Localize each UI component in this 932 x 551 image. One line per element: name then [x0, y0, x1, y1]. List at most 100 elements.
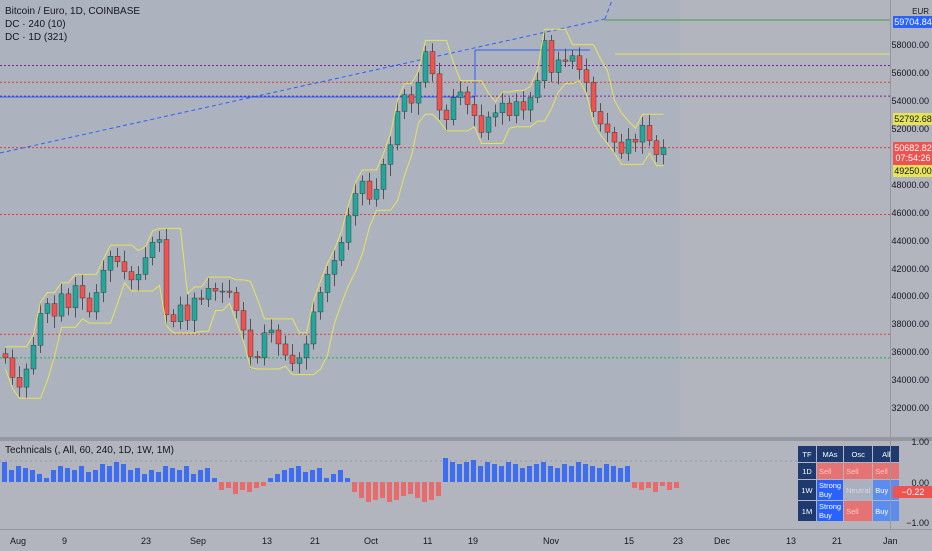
candle-body	[296, 357, 303, 364]
candle-body	[527, 97, 534, 111]
table-cell: Sell	[844, 463, 873, 479]
osc-bar	[660, 482, 665, 486]
candle-body	[478, 115, 485, 133]
dc-upper-tag: 52792.68	[893, 113, 932, 125]
table-tf: 1W	[798, 480, 816, 500]
time-tick: Dec	[714, 536, 731, 546]
osc-bar	[219, 482, 224, 490]
chart-canvas[interactable]	[0, 0, 890, 437]
candle-body	[128, 271, 135, 281]
osc-bar	[359, 482, 364, 498]
indicator-dc-1d[interactable]: DC · 1D (321)	[5, 32, 68, 43]
osc-bar	[590, 466, 595, 482]
price-tick: 38000.00	[891, 319, 929, 329]
osc-bar	[534, 464, 539, 482]
time-tick: 15	[624, 536, 635, 546]
technicals-canvas[interactable]	[0, 441, 890, 529]
osc-bar	[520, 468, 525, 482]
osc-bar	[51, 470, 56, 482]
osc-bar	[639, 482, 644, 490]
currency-label: EUR	[912, 7, 929, 16]
candle-body	[261, 332, 268, 359]
osc-bar	[443, 458, 448, 482]
osc-bar	[450, 462, 455, 482]
osc-bar	[114, 462, 119, 482]
indicator-dc-240[interactable]: DC · 240 (10)	[5, 19, 66, 30]
osc-bar	[611, 466, 616, 482]
candle-body	[338, 242, 345, 261]
pane-separator[interactable]	[0, 437, 932, 441]
candle-body	[415, 81, 422, 104]
osc-bar	[625, 466, 630, 482]
osc-bar	[555, 468, 560, 482]
price-tick: 56000.00	[891, 68, 929, 78]
price-chart[interactable]	[0, 0, 890, 437]
osc-bar	[674, 482, 679, 488]
candle-body	[226, 290, 233, 293]
candle-body	[282, 343, 289, 356]
osc-bar	[65, 468, 70, 482]
osc-bar	[429, 482, 434, 500]
table-tf: 1D	[798, 463, 816, 479]
chart-legend: Bitcoin / Euro, 1D, COINBASE DC · 240 (1…	[5, 5, 140, 44]
osc-bar	[583, 464, 588, 482]
candle-body	[303, 343, 310, 359]
candle-body	[471, 104, 478, 116]
time-tick: 23	[673, 536, 684, 546]
dc-lower-tag: 49250.00	[893, 165, 932, 177]
osc-bar	[170, 468, 175, 482]
candle-body	[401, 94, 408, 112]
candle-body	[205, 288, 212, 300]
candle-body	[100, 269, 107, 293]
candle-body	[625, 139, 632, 154]
osc-bar	[289, 468, 294, 482]
osc-bar	[471, 460, 476, 482]
table-cell: Buy	[873, 501, 900, 521]
candle-body	[156, 239, 163, 243]
candle-body	[9, 357, 16, 378]
osc-bar	[457, 464, 462, 482]
candle-body	[534, 80, 541, 98]
candle-body	[548, 40, 555, 73]
osc-bar	[387, 482, 392, 502]
candle-body	[191, 297, 198, 321]
osc-bar	[149, 470, 154, 482]
osc-bar	[254, 482, 259, 488]
candle-body	[366, 180, 373, 200]
time-axis[interactable]: Aug 9 23 Sep 13 21 Oct 11 19 Nov 15 23 D…	[0, 529, 932, 551]
technicals-title[interactable]: Technicals (, All, 60, 240, 1D, 1W, 1M)	[5, 445, 174, 456]
osc-bar	[23, 468, 28, 482]
technicals-pane[interactable]	[0, 441, 890, 529]
candle-body	[93, 292, 100, 313]
osc-bar	[177, 470, 182, 482]
candle-body	[604, 123, 611, 133]
technicals-table: TF MAs Osc All 1D Sell Sell Sell 1W Stro…	[797, 445, 900, 522]
price-tick: 42000.00	[891, 264, 929, 274]
osc-bar	[240, 482, 245, 490]
candle-body	[37, 313, 44, 346]
osc-bar	[499, 466, 504, 482]
osc-bar	[107, 466, 112, 482]
candle-body	[520, 101, 527, 111]
price-axis[interactable]: EUR 58000.00 56000.00 54000.00 52000.00 …	[890, 0, 932, 437]
osc-bar	[247, 482, 252, 492]
osc-bar	[135, 468, 140, 482]
candle-body	[177, 304, 184, 322]
osc-bar	[282, 470, 287, 482]
osc-bar	[338, 470, 343, 482]
symbol-title[interactable]: Bitcoin / Euro, 1D, COINBASE	[5, 6, 141, 17]
candle-body	[317, 292, 324, 313]
candle-body	[352, 193, 359, 217]
osc-bar	[93, 470, 98, 482]
candle-body	[506, 102, 513, 116]
candle-body	[331, 260, 338, 275]
osc-bar	[352, 482, 357, 492]
candle-body	[65, 293, 72, 308]
last-high-tag: 59704.84	[893, 16, 932, 28]
osc-bar	[436, 482, 441, 496]
table-header: All	[873, 446, 900, 462]
osc-bar	[163, 466, 168, 482]
candle-body	[233, 292, 240, 311]
candle-body	[380, 164, 387, 190]
technicals-axis[interactable]: 1.00 0.00 −1.00 −0.22	[890, 437, 932, 529]
